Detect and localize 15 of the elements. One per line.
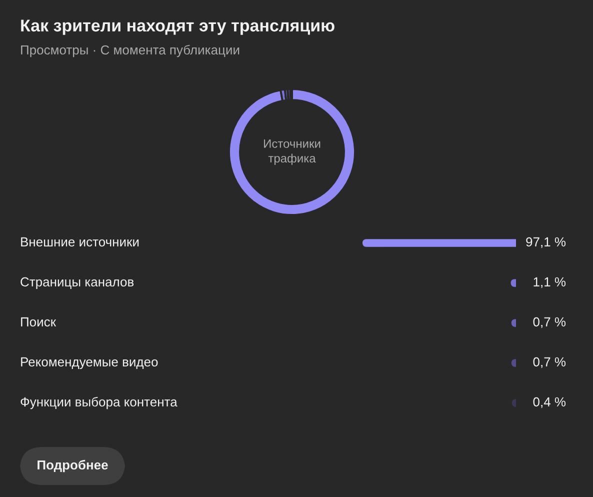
y-tick-label: Страницы каналов	[20, 277, 134, 290]
text: Источники трафика	[264, 140, 320, 165]
y-tick-label: Внешние источники	[21, 237, 139, 246]
y-tick-label: Поиск	[21, 317, 56, 326]
y-tick-label: Функции выбора контента	[20, 396, 178, 410]
data-label: 0,4 %	[533, 397, 566, 408]
chart-subtitle: Просмотры · С момента публикации	[21, 44, 240, 58]
chart-title: Как зрители находят эту трансляцию	[21, 20, 334, 35]
y-tick-label: Рекомендуемые видео	[21, 357, 158, 370]
donut-slice	[228, 88, 356, 216]
data-label: 97,1 %	[526, 237, 566, 248]
data-label: 0,7 %	[533, 357, 566, 368]
text: Подробнее	[38, 460, 108, 472]
data-label: 1,1 %	[534, 277, 566, 288]
data-label: 0,7 %	[533, 317, 566, 328]
